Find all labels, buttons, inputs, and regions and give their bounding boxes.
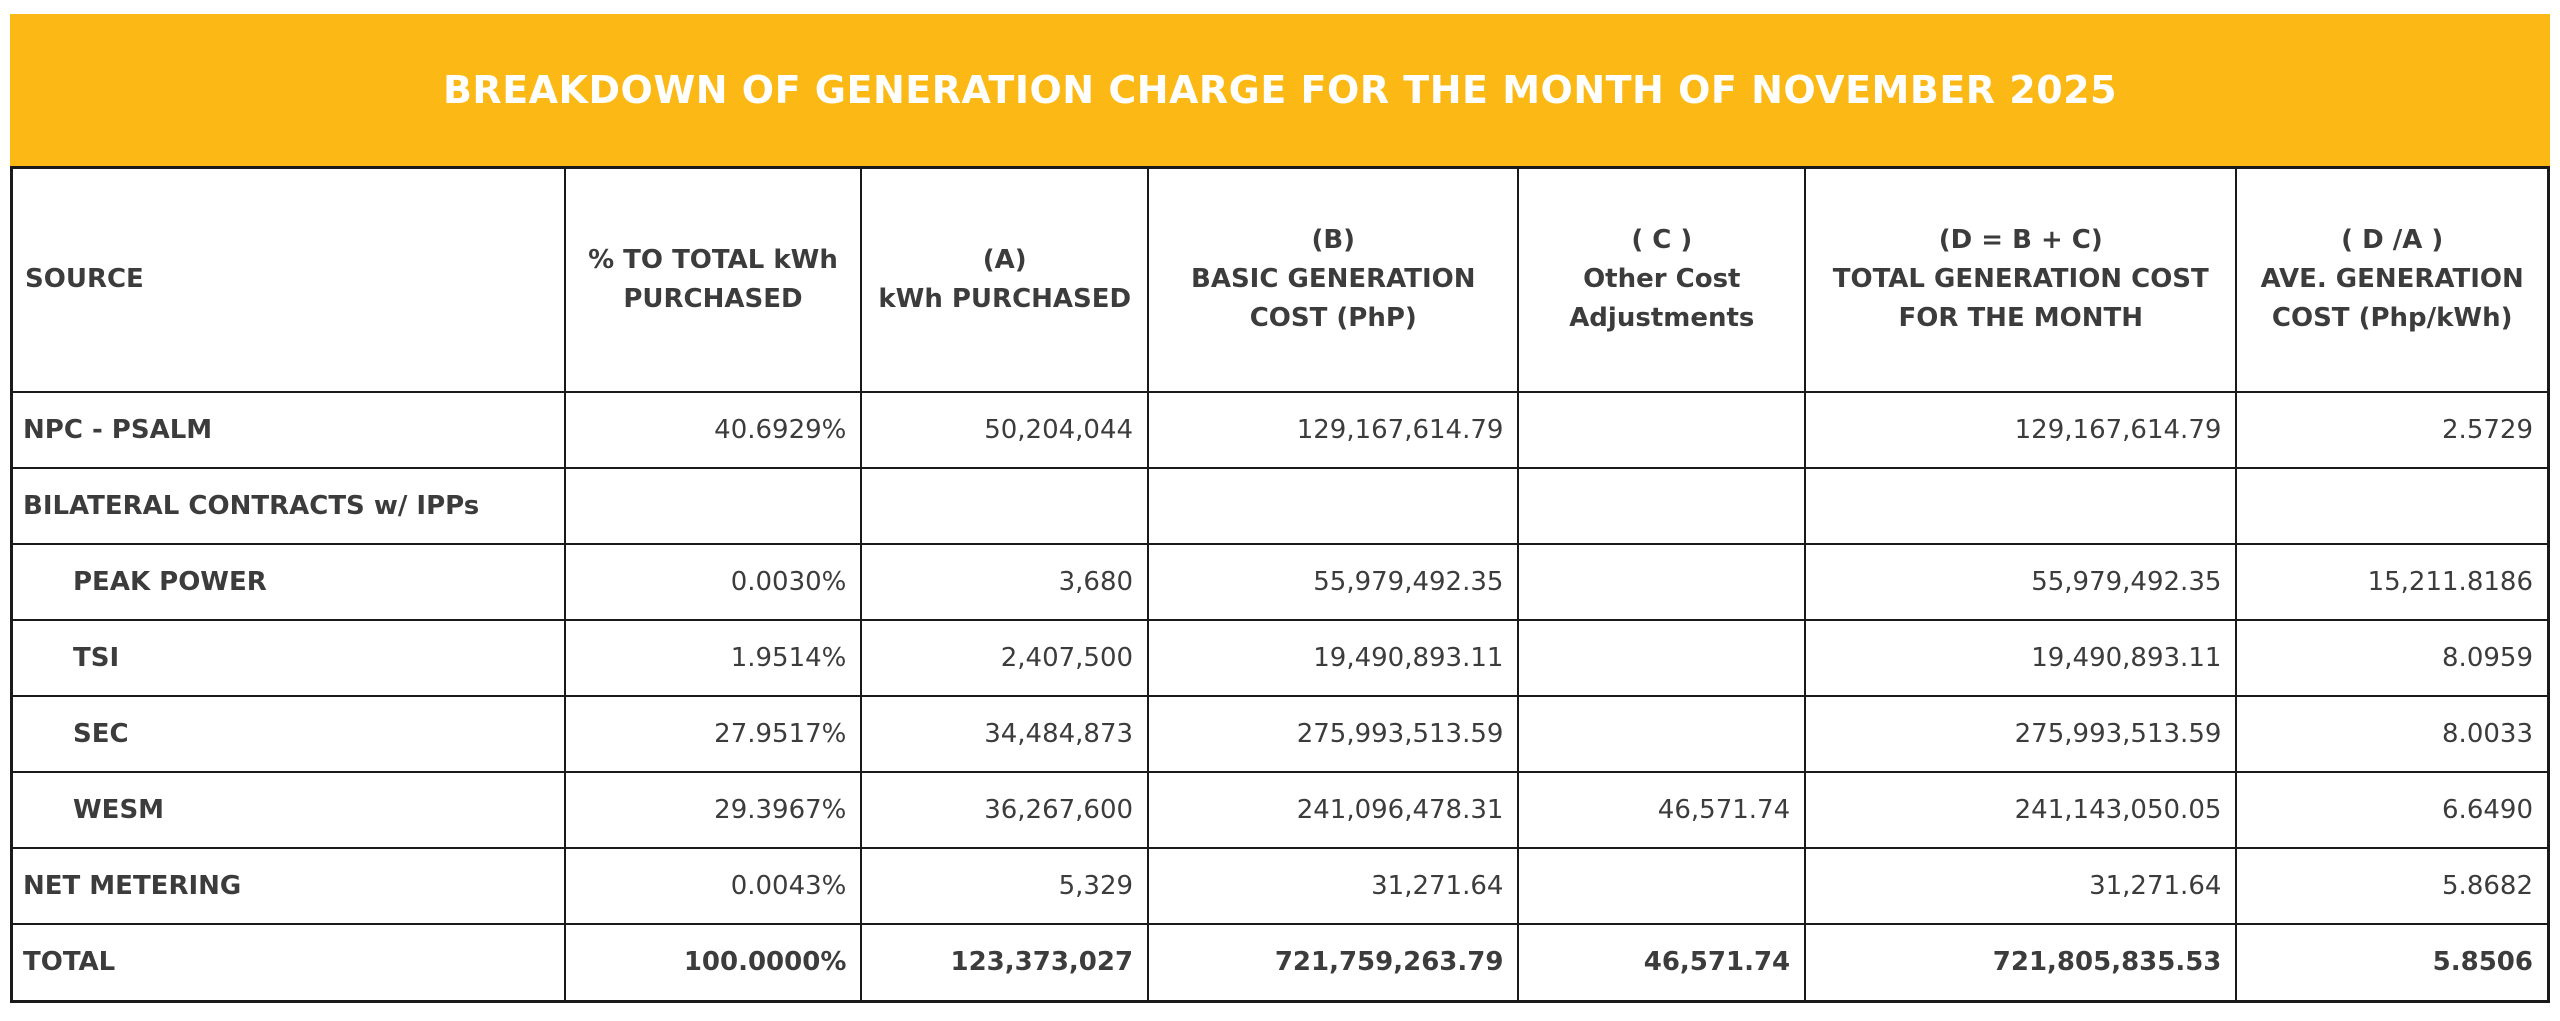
source-cell: PEAK POWER: [10, 542, 566, 621]
value-cell-kwh-purchased: 5,329: [860, 846, 1150, 925]
value-cell-other-cost-adjustments: [1517, 846, 1807, 925]
column-header-other-cost-adjustments: ( C ) Other Cost Adjustments: [1517, 166, 1807, 393]
value-cell-pct-to-total-kwh: 0.0030%: [563, 542, 863, 621]
table-row: PEAK POWER 0.0030% 3,680 55,979,492.35 55,97…: [10, 542, 2550, 621]
source-cell: TOTAL: [10, 922, 566, 1003]
value-cell-ave-generation-cost: 5.8506: [2235, 922, 2550, 1003]
table-row: SEC 27.9517% 34,484,873 275,993,513.59 275,9…: [10, 694, 2550, 773]
value-cell-other-cost-adjustments: [1517, 618, 1807, 697]
value-cell-pct-to-total-kwh: 29.3967%: [563, 770, 863, 849]
column-header-line: PURCHASED: [623, 283, 803, 314]
value-cell-basic-generation-cost: 129,167,614.79: [1147, 390, 1520, 469]
value-cell-basic-generation-cost: 275,993,513.59: [1147, 694, 1520, 773]
page-title: BREAKDOWN OF GENERATION CHARGE FOR THE M…: [442, 68, 2118, 112]
column-header-line: (D = B + C): [1938, 225, 2103, 256]
value-cell-pct-to-total-kwh: 40.6929%: [563, 390, 863, 469]
table-row: NPC - PSALM 40.6929% 50,204,044 129,167,614…: [10, 390, 2550, 469]
header-row: SOURCE % TO TOTAL kWh PURCHASED (A) kWh PURC…: [10, 166, 2550, 393]
value-cell-ave-generation-cost: 5.8682: [2235, 846, 2550, 925]
column-header-line: (A): [982, 244, 1027, 275]
column-header-line: TOTAL GENERATION COST: [1832, 264, 2209, 295]
value-cell-total-generation-cost: 55,979,492.35: [1804, 542, 2238, 621]
column-header-line: Other Cost: [1583, 264, 1741, 295]
column-header-line: COST (PhP): [1249, 303, 1417, 334]
source-cell: NPC - PSALM: [10, 390, 566, 469]
value-cell-basic-generation-cost: 241,096,478.31: [1147, 770, 1520, 849]
value-cell-kwh-purchased: 3,680: [860, 542, 1150, 621]
generation-charge-table: SOURCE % TO TOTAL kWh PURCHASED (A) kWh PURC…: [10, 166, 2550, 1003]
value-cell-kwh-purchased: [860, 466, 1150, 545]
value-cell-basic-generation-cost: 55,979,492.35: [1147, 542, 1520, 621]
source-cell: BILATERAL CONTRACTS w/ IPPs: [10, 466, 566, 545]
title-banner: BREAKDOWN OF GENERATION CHARGE FOR THE M…: [10, 14, 2550, 166]
value-cell-kwh-purchased: 2,407,500: [860, 618, 1150, 697]
value-cell-ave-generation-cost: 15,211.8186: [2235, 542, 2550, 621]
table-row: NET METERING 0.0043% 5,329 31,271.64 31,271.…: [10, 846, 2550, 925]
table-row: WESM 29.3967% 36,267,600 241,096,478.31 46,5…: [10, 770, 2550, 849]
column-header-line: % TO TOTAL kWh: [588, 244, 838, 275]
value-cell-total-generation-cost: 129,167,614.79: [1804, 390, 2238, 469]
value-cell-ave-generation-cost: 8.0959: [2235, 618, 2550, 697]
value-cell-total-generation-cost: 31,271.64: [1804, 846, 2238, 925]
column-header-kwh-purchased: (A) kWh PURCHASED: [860, 166, 1150, 393]
column-header-source: SOURCE: [10, 166, 566, 393]
value-cell-basic-generation-cost: 19,490,893.11: [1147, 618, 1520, 697]
value-cell-other-cost-adjustments: [1517, 390, 1807, 469]
table-row-total: TOTAL 100.0000% 123,373,027 721,759,263.79 4…: [10, 922, 2550, 1003]
value-cell-ave-generation-cost: [2235, 466, 2550, 545]
value-cell-ave-generation-cost: 8.0033: [2235, 694, 2550, 773]
value-cell-other-cost-adjustments: [1517, 466, 1807, 545]
value-cell-pct-to-total-kwh: 27.9517%: [563, 694, 863, 773]
value-cell-basic-generation-cost: 31,271.64: [1147, 846, 1520, 925]
value-cell-other-cost-adjustments: 46,571.74: [1517, 922, 1807, 1003]
value-cell-pct-to-total-kwh: [563, 466, 863, 545]
source-cell: WESM: [10, 770, 566, 849]
column-header-line: FOR THE MONTH: [1898, 303, 2143, 334]
value-cell-pct-to-total-kwh: 0.0043%: [563, 846, 863, 925]
source-cell: NET METERING: [10, 846, 566, 925]
column-header-pct-to-total-kwh: % TO TOTAL kWh PURCHASED: [563, 166, 863, 393]
source-cell: TSI: [10, 618, 566, 697]
table-body: NPC - PSALM 40.6929% 50,204,044 129,167,614…: [10, 390, 2550, 1003]
value-cell-other-cost-adjustments: 46,571.74: [1517, 770, 1807, 849]
value-cell-total-generation-cost: 19,490,893.11: [1804, 618, 2238, 697]
value-cell-ave-generation-cost: 2.5729: [2235, 390, 2550, 469]
column-header-ave-generation-cost: ( D /A ) AVE. GENERATION COST (Php/kWh): [2235, 166, 2550, 393]
value-cell-kwh-purchased: 36,267,600: [860, 770, 1150, 849]
column-header-line: BASIC GENERATION: [1191, 264, 1476, 295]
value-cell-ave-generation-cost: 6.6490: [2235, 770, 2550, 849]
value-cell-kwh-purchased: 50,204,044: [860, 390, 1150, 469]
value-cell-pct-to-total-kwh: 1.9514%: [563, 618, 863, 697]
column-header-line: ( C ): [1631, 225, 1693, 256]
value-cell-total-generation-cost: 275,993,513.59: [1804, 694, 2238, 773]
source-cell: SEC: [10, 694, 566, 773]
column-header-line: ( D /A ): [2341, 225, 2444, 256]
table-row: TSI 1.9514% 2,407,500 19,490,893.11 19,490,8…: [10, 618, 2550, 697]
column-header-line: Adjustments: [1569, 303, 1755, 334]
value-cell-total-generation-cost: 241,143,050.05: [1804, 770, 2238, 849]
value-cell-kwh-purchased: 123,373,027: [860, 922, 1150, 1003]
column-header-line: COST (Php/kWh): [2271, 303, 2513, 334]
value-cell-other-cost-adjustments: [1517, 542, 1807, 621]
value-cell-basic-generation-cost: 721,759,263.79: [1147, 922, 1520, 1003]
value-cell-other-cost-adjustments: [1517, 694, 1807, 773]
column-header-line: SOURCE: [25, 264, 144, 295]
column-header-total-generation-cost: (D = B + C) TOTAL GENERATION COST FOR THE …: [1804, 166, 2238, 393]
value-cell-total-generation-cost: 721,805,835.53: [1804, 922, 2238, 1003]
table-row: BILATERAL CONTRACTS w/ IPPs: [10, 466, 2550, 545]
value-cell-pct-to-total-kwh: 100.0000%: [563, 922, 863, 1003]
value-cell-basic-generation-cost: [1147, 466, 1520, 545]
column-header-line: AVE. GENERATION: [2260, 264, 2524, 295]
column-header-line: (B): [1311, 225, 1356, 256]
value-cell-kwh-purchased: 34,484,873: [860, 694, 1150, 773]
column-header-line: kWh PURCHASED: [878, 283, 1132, 314]
value-cell-total-generation-cost: [1804, 466, 2238, 545]
column-header-basic-generation-cost: (B) BASIC GENERATION COST (PhP): [1147, 166, 1520, 393]
